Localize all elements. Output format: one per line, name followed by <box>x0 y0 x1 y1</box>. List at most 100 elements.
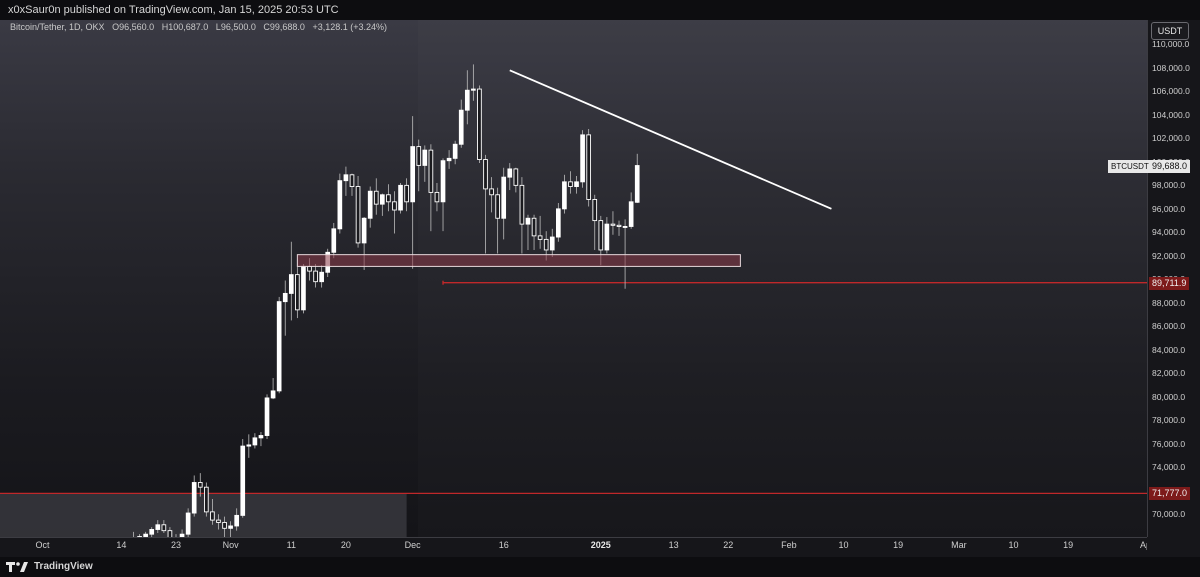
candle-up <box>337 180 343 230</box>
candle-up <box>574 181 579 187</box>
candle-down <box>204 486 209 513</box>
candle-up <box>501 176 507 219</box>
close-value: 99,688.0 <box>269 22 305 32</box>
candle-up <box>264 397 270 436</box>
candle-up <box>464 89 470 111</box>
candle-up <box>276 301 282 392</box>
candle-up <box>525 217 531 225</box>
candle-up <box>410 146 416 203</box>
time-axis[interactable] <box>0 537 1147 557</box>
price-tick-label: 106,000.0 <box>1152 86 1190 97</box>
candle-down <box>307 265 312 272</box>
price-tick-label: 88,000.0 <box>1152 297 1186 308</box>
candle-up <box>458 109 464 145</box>
price-tick-label: 74,000.0 <box>1152 462 1186 473</box>
candle-up <box>179 533 185 537</box>
candle-down <box>616 224 622 227</box>
price-tick-label: 86,000.0 <box>1152 321 1186 332</box>
candle-down <box>568 181 573 187</box>
price-tick-label: 104,000.0 <box>1152 109 1190 120</box>
candle-up <box>343 174 349 182</box>
time-tick-label: 2025 <box>590 540 611 550</box>
candle-up <box>155 524 161 530</box>
candle-down <box>295 274 300 311</box>
candle-down <box>222 521 227 529</box>
time-tick-label: 20 <box>340 540 351 550</box>
price-tick-label: 76,000.0 <box>1152 438 1186 449</box>
time-tick-label: 11 <box>286 540 296 550</box>
candle-down <box>477 88 482 160</box>
low-label: L <box>215 22 221 32</box>
candle-up <box>361 217 367 244</box>
candle-down <box>519 184 525 225</box>
candle-up <box>634 165 640 203</box>
candle-down <box>489 188 494 196</box>
last-price-tag: 99,688.0 <box>1149 159 1191 173</box>
candle-up <box>380 194 385 205</box>
candle-up <box>555 208 561 238</box>
candle-down <box>216 519 221 523</box>
low-value: 96,500.0 <box>220 22 256 32</box>
time-tick-label: Dec <box>404 540 421 550</box>
footer-bar: TradingView <box>0 557 1200 577</box>
candle-up <box>301 265 306 311</box>
price-tick-label: 96,000.0 <box>1152 203 1186 214</box>
lower-support-price-tag: 71,777.0 <box>1149 487 1191 501</box>
candle-up <box>446 157 452 162</box>
candle-up <box>234 514 240 527</box>
candle-up <box>471 88 476 91</box>
symbol-legend: Bitcoin/Tether, 1D, OKX O96,560.0 H100,6… <box>10 22 387 32</box>
time-tick-label: 19 <box>1063 540 1074 550</box>
candle-up <box>622 226 628 228</box>
footer-brand: TradingView <box>34 561 93 572</box>
price-tick-label: 94,000.0 <box>1152 227 1186 238</box>
symbol-price-tag: BTCUSDT <box>1108 159 1152 173</box>
open-value: 96,560.0 <box>119 22 155 32</box>
candle-up <box>228 525 233 529</box>
candle-up <box>282 292 288 303</box>
tradingview-logo-icon <box>6 562 28 572</box>
price-tick-label: 108,000.0 <box>1152 62 1190 73</box>
time-tick-label: 22 <box>723 540 734 550</box>
candle-up <box>288 274 294 294</box>
candle-down <box>197 482 203 488</box>
price-tick-label: 98,000.0 <box>1152 180 1186 191</box>
time-tick-label: 19 <box>893 540 904 550</box>
candle-down <box>416 146 422 166</box>
time-tick-label: Feb <box>781 540 797 550</box>
time-tick-label: 13 <box>668 540 679 550</box>
candle-up <box>270 390 276 399</box>
currency-button[interactable]: USDT <box>1151 22 1189 40</box>
candle-down <box>373 190 379 205</box>
candle-up <box>580 134 585 183</box>
candle-down <box>513 168 519 186</box>
support-zone-box <box>296 254 741 267</box>
close-label: C <box>263 22 270 32</box>
candle-down <box>313 270 318 283</box>
candle-down <box>495 194 500 219</box>
candle-up <box>246 444 252 447</box>
chart-pane[interactable] <box>0 20 1147 537</box>
candle-down <box>404 184 409 203</box>
candle-down <box>349 174 355 187</box>
chart-canvas[interactable] <box>0 20 1147 537</box>
price-tick-label: 84,000.0 <box>1152 344 1186 355</box>
candle-down <box>586 134 592 200</box>
candle-up <box>258 435 264 439</box>
candle-up <box>628 201 634 227</box>
candle-down <box>598 220 604 251</box>
candle-up <box>191 482 197 514</box>
candle-up <box>319 271 324 283</box>
candle-up <box>252 437 258 446</box>
candle-up <box>507 168 513 178</box>
candle-down <box>428 149 434 193</box>
candle-up <box>185 512 191 535</box>
time-tick-label: 10 <box>838 540 849 550</box>
chart-band <box>418 20 1147 537</box>
candle-up <box>398 184 403 211</box>
candle-down <box>355 186 361 244</box>
candle-up <box>604 223 610 251</box>
time-tick-label: Mar <box>951 540 967 550</box>
price-tick-label: 78,000.0 <box>1152 415 1186 426</box>
